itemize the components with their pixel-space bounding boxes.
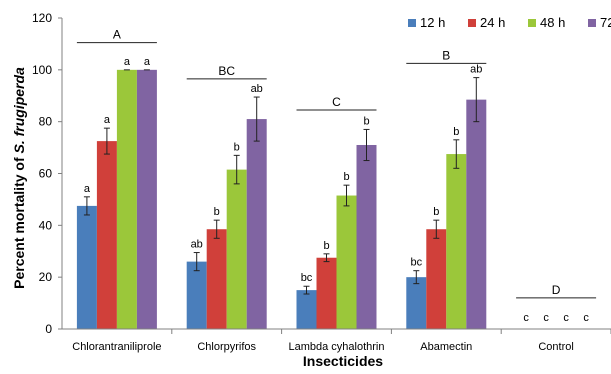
bar xyxy=(76,205,97,329)
bar xyxy=(186,261,207,329)
x-axis-tick-labels: Chlorantraniliprole Chlorpyrifos Lambda cy… xyxy=(72,329,611,353)
legend-label: 48 h xyxy=(540,15,565,30)
y-axis-title-species: S. frugiperda xyxy=(11,67,27,154)
bar xyxy=(356,144,377,329)
bar xyxy=(96,141,117,329)
legend-swatch xyxy=(468,19,476,27)
significance-letter: c xyxy=(563,312,569,324)
bar xyxy=(246,119,267,329)
svg-text:Percent mortality of S. frugip: Percent mortality of S. frugiperda xyxy=(11,67,27,289)
significance-letter: c xyxy=(543,312,549,324)
legend-label: 72 h xyxy=(600,15,611,30)
y-tick-label: 80 xyxy=(39,115,53,129)
significance-letter: a xyxy=(104,114,111,126)
significance-letter: b xyxy=(343,171,349,183)
significance-letter: bc xyxy=(410,257,422,269)
y-tick-label: 40 xyxy=(39,218,53,232)
x-tick-label: Lambda cyhalothrin xyxy=(288,341,384,353)
y-axis-ticks: 0 20 40 60 80 100 120 xyxy=(32,11,62,336)
bar xyxy=(296,290,317,329)
significance-letter: ab xyxy=(191,239,203,251)
bar xyxy=(206,229,227,329)
group-letters-layer: A BC C B D xyxy=(76,28,597,299)
y-tick-label: 120 xyxy=(32,11,52,25)
x-tick-label: Chlorpyrifos xyxy=(197,341,256,353)
bar xyxy=(116,69,137,329)
group-letter: A xyxy=(113,28,121,42)
significance-letter: ab xyxy=(251,83,263,95)
x-tick-label: Chlorantraniliprole xyxy=(72,341,161,353)
significance-letter: a xyxy=(144,56,151,68)
x-tick-label: Control xyxy=(538,341,573,353)
legend-swatch xyxy=(408,19,416,27)
bars-layer: a a a a ab b b ab bc b b b bc b b ab c c c c xyxy=(76,56,589,329)
bar xyxy=(406,277,427,329)
significance-letter: b xyxy=(323,240,329,252)
y-axis-title: Percent mortality of S. frugiperda xyxy=(11,67,27,289)
significance-letter: c xyxy=(523,312,529,324)
significance-letter: b xyxy=(234,141,240,153)
legend: 12 h 24 h 48 h 72 h xyxy=(408,15,611,30)
y-axis-title-prefix: Percent mortality of xyxy=(11,153,27,288)
significance-letter: b xyxy=(453,126,459,138)
legend-swatch xyxy=(528,19,536,27)
significance-letter: a xyxy=(84,183,91,195)
significance-letter: c xyxy=(583,312,589,324)
y-tick-label: 60 xyxy=(39,167,53,181)
significance-letter: b xyxy=(214,206,220,218)
group-letter: BC xyxy=(218,64,235,78)
legend-label: 12 h xyxy=(420,15,445,30)
y-tick-label: 100 xyxy=(32,63,52,77)
x-tick-label: Abamectin xyxy=(420,341,472,353)
significance-letter: b xyxy=(433,206,439,218)
legend-label: 24 h xyxy=(480,15,505,30)
y-tick-label: 0 xyxy=(45,322,52,336)
significance-letter: b xyxy=(363,115,369,127)
significance-letter: a xyxy=(124,56,131,68)
bar xyxy=(336,195,357,329)
significance-letter: bc xyxy=(301,272,313,284)
bar xyxy=(466,99,487,329)
group-letter: D xyxy=(552,283,561,297)
legend-swatch xyxy=(588,19,596,27)
bar xyxy=(426,229,447,329)
significance-letter: ab xyxy=(470,64,482,76)
group-letter: B xyxy=(442,48,450,62)
bar xyxy=(316,257,337,329)
bar xyxy=(226,169,247,329)
x-axis-title: Insecticides xyxy=(303,353,383,369)
y-tick-label: 20 xyxy=(39,270,53,284)
group-letter: C xyxy=(332,95,341,109)
bar xyxy=(136,69,157,329)
bar xyxy=(446,154,467,329)
